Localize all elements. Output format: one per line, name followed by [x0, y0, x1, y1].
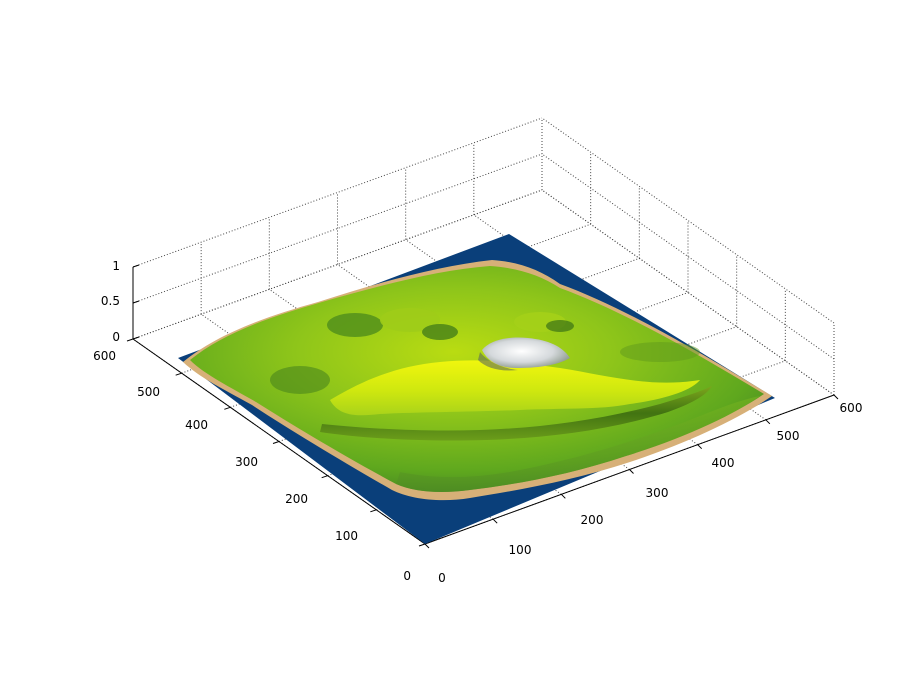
z-tick-mark [132, 264, 140, 268]
z-tick-1: 0.5 [101, 294, 120, 308]
grid-line [132, 117, 543, 268]
hill [620, 342, 700, 362]
y-tick-0: 0 [403, 569, 411, 583]
z-tick-mark [132, 300, 140, 304]
x-tick-5: 500 [777, 429, 800, 443]
peak-shadow [478, 352, 518, 371]
ridge-crest [330, 360, 700, 416]
hill [327, 313, 383, 337]
x-tick-6: 600 [840, 401, 863, 415]
z-tick-2: 1 [112, 259, 120, 273]
x-tick-3: 300 [646, 486, 669, 500]
snow-peak [482, 337, 570, 368]
hill [380, 308, 440, 332]
hill [422, 324, 458, 340]
x-tick-mark [560, 493, 566, 499]
x-tick-mark [765, 419, 771, 425]
y-tick-3: 300 [235, 455, 258, 469]
y-tick-mark [224, 406, 231, 410]
grid-line [541, 117, 835, 324]
terrain-front-shade [396, 396, 760, 492]
y-tick-5: 500 [137, 385, 160, 399]
grid-line [132, 153, 543, 304]
hill [546, 320, 574, 332]
y-tick-1: 100 [335, 529, 358, 543]
y-tick-mark [175, 372, 182, 376]
x-tick-mark [629, 469, 634, 474]
x-tick-mark [492, 518, 498, 524]
y-tick-mark [126, 338, 134, 342]
terrain-surface [183, 260, 772, 501]
contour-band [320, 386, 712, 441]
y-tick-4: 400 [185, 418, 208, 432]
hill [270, 366, 330, 394]
x-tick-1: 100 [509, 543, 532, 557]
grid-line [132, 189, 543, 340]
x-tick-mark [697, 444, 703, 450]
x-tick-mark [424, 543, 430, 549]
y-tick-mark [370, 509, 377, 513]
y-tick-mark [321, 475, 328, 479]
y-tick-6: 600 [93, 349, 116, 363]
x-tick-0: 0 [438, 571, 446, 585]
x-tick-2: 200 [581, 513, 604, 527]
y-tick-mark [418, 543, 426, 547]
y-tick-2: 200 [285, 492, 308, 506]
y-tick-mark [272, 441, 280, 444]
z-tick-0: 0 [112, 330, 120, 344]
z-tick-mark [132, 336, 140, 340]
axis-tick-labels: 0 0.5 1 0 100 200 300 400 500 600 0 100 … [93, 259, 862, 585]
x-tick-mark [833, 394, 839, 400]
x-tick-4: 400 [712, 456, 735, 470]
grid-line [541, 153, 835, 360]
